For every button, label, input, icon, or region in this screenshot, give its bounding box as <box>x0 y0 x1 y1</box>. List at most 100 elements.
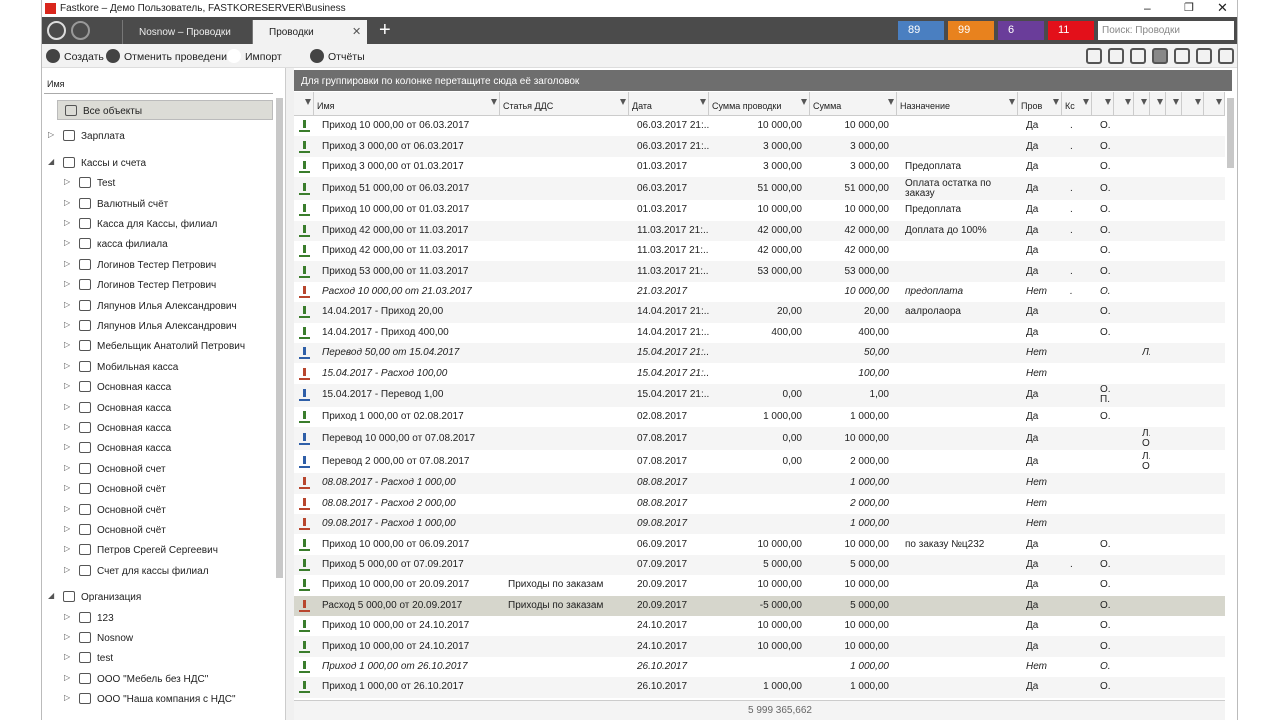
filter-icon[interactable] <box>1125 99 1131 105</box>
filter-icon[interactable] <box>1009 99 1015 105</box>
column-header[interactable] <box>810 92 897 116</box>
column-header[interactable] <box>314 92 500 116</box>
tree-item[interactable]: ▷ Мобильная касса <box>42 357 282 377</box>
grid-row[interactable]: Приход 5 000,00 от 07.09.2017 07.09.2017 5… <box>294 554 1225 576</box>
tool-icon[interactable] <box>1086 48 1102 64</box>
tree-item[interactable]: ▷ Логинов Тестер Петрович <box>42 275 282 295</box>
filter-icon[interactable] <box>1083 99 1089 105</box>
filter-icon[interactable] <box>700 99 706 105</box>
filter-icon[interactable] <box>1105 99 1111 105</box>
filter-icon[interactable] <box>1157 99 1163 105</box>
tree-item[interactable]: ▷ Счет для кассы филиал <box>42 561 282 581</box>
column-header[interactable] <box>1114 92 1134 116</box>
tree-item[interactable]: ◢ Кассы и счета <box>42 153 282 173</box>
badge[interactable]: 89 <box>898 21 944 40</box>
column-header[interactable] <box>1166 92 1182 116</box>
tree-item[interactable]: ▷ Основная касса <box>42 398 282 418</box>
minimize[interactable]: – <box>1144 1 1151 15</box>
tool-icon[interactable] <box>1152 48 1168 64</box>
tree-item[interactable]: ▷ Касса для Кассы, филиал <box>42 214 282 234</box>
tree-item[interactable]: ▷ Петров Срегей Сергеевич <box>42 540 282 560</box>
tool-icon[interactable] <box>1174 48 1190 64</box>
grid-row[interactable]: 14.04.2017 - Приход 400,00 14.04.2017 21:… <box>294 322 1225 343</box>
tree-item[interactable]: ▷ Test <box>42 173 282 193</box>
tree-item[interactable]: ▷ Основная касса <box>42 377 282 397</box>
grid-row[interactable]: Расход 5 000,00 от 20.09.2017 Приходы по … <box>294 595 1225 616</box>
grid-row[interactable]: Приход 42 000,00 от 11.03.2017 11.03.2017… <box>294 241 1225 262</box>
grid-row[interactable]: Расход 10 000,00 от 21.03.2017 21.03.2017… <box>294 281 1225 303</box>
tree-item[interactable]: ▷ ООО "Мебель без НДС" <box>42 669 282 689</box>
forward-button[interactable] <box>71 21 90 40</box>
grid-row[interactable]: Перевод 50,00 от 15.04.2017 15.04.2017 21… <box>294 343 1225 364</box>
tree-item[interactable]: Все объекты <box>57 100 273 120</box>
filter-icon[interactable] <box>888 99 894 105</box>
filter-icon[interactable] <box>1195 99 1201 105</box>
tree-item[interactable]: ▷ Ляпунов Илья Александрович <box>42 296 282 316</box>
tree-item[interactable]: ▷ Основной счёт <box>42 520 282 540</box>
grid-scrollbar[interactable] <box>1227 98 1234 168</box>
column-header[interactable] <box>629 92 709 116</box>
column-header[interactable] <box>1018 92 1062 116</box>
grid-row[interactable]: Приход 3 000,00 от 06.03.2017 06.03.2017 … <box>294 136 1225 157</box>
grid-row[interactable]: 14.04.2017 - Приход 20,00 14.04.2017 21:.… <box>294 302 1225 323</box>
tree-item[interactable]: ▷ 123 <box>42 608 282 628</box>
tree-item[interactable]: ▷ ООО "Наша компания с НДС" <box>42 689 282 709</box>
grid-row[interactable]: Приход 1 000,00 от 26.10.2017 26.10.2017 1… <box>294 656 1225 678</box>
search-box[interactable]: Поиск: Проводки <box>1098 21 1234 40</box>
badge[interactable]: 99 <box>948 21 994 40</box>
grid-row[interactable]: Приход 10 000,00 от 01.03.2017 01.03.2017… <box>294 200 1225 221</box>
tree-item[interactable]: ▷ Основной счет <box>42 459 282 479</box>
tab[interactable]: Проводки ✕ <box>252 20 367 44</box>
restore[interactable]: ❐ <box>1184 2 1194 14</box>
grid-row[interactable]: Перевод 2 000,00 от 07.08.2017 07.08.2017… <box>294 450 1225 474</box>
tree-item[interactable]: ▷ test <box>42 648 282 668</box>
grid-row[interactable]: 08.08.2017 - Расход 1 000,00 08.08.2017 1 … <box>294 473 1225 494</box>
grid-row[interactable]: 15.04.2017 - Расход 100,00 15.04.2017 21:… <box>294 363 1225 384</box>
grid-row[interactable]: Приход 51 000,00 от 06.03.2017 06.03.2017… <box>294 177 1225 201</box>
tree-item[interactable]: ▷ Основной счёт <box>42 500 282 520</box>
column-header[interactable] <box>709 92 810 116</box>
grid-row[interactable]: Приход 10 000,00 от 06.09.2017 06.09.2017… <box>294 534 1225 555</box>
filter-icon[interactable] <box>1173 99 1179 105</box>
tree-item[interactable]: ▷ Ляпунов Илья Александрович <box>42 316 282 336</box>
column-header[interactable] <box>1204 92 1225 116</box>
grid-row[interactable]: Приход 10 000,00 от 06.03.2017 06.03.2017… <box>294 116 1225 137</box>
grid-row[interactable]: Приход 1 000,00 от 26.10.2017 26.10.2017 1… <box>294 677 1225 698</box>
badge[interactable]: 6 <box>998 21 1044 40</box>
column-header[interactable] <box>897 92 1018 116</box>
grid-row[interactable]: Перевод 10 000,00 от 07.08.2017 07.08.201… <box>294 427 1225 451</box>
grid-row[interactable]: 15.04.2017 - Перевод 1,00 15.04.2017 21:.… <box>294 383 1225 407</box>
grid-row[interactable]: Приход 53 000,00 от 11.03.2017 11.03.2017… <box>294 261 1225 282</box>
tool-icon[interactable] <box>1196 48 1212 64</box>
sidebar-scrollbar[interactable] <box>276 98 283 578</box>
tree-item[interactable]: ▷ Основной счёт <box>42 479 282 499</box>
filter-box[interactable]: Имя <box>44 70 273 94</box>
grid-row[interactable]: 09.08.2017 - Расход 1 000,00 09.08.2017 1 … <box>294 514 1225 535</box>
tree-item[interactable]: ▷ Логинов Тестер Петрович <box>42 255 282 275</box>
filter-icon[interactable] <box>1141 99 1147 105</box>
tree-item[interactable]: ◢ Организация <box>42 587 282 607</box>
filter-icon[interactable] <box>491 99 497 105</box>
tree-item[interactable]: ▷ Nosnow <box>42 628 282 648</box>
filter-icon[interactable] <box>1216 99 1222 105</box>
grid-row[interactable]: Приход 1 000,00 от 02.08.2017 02.08.2017 1… <box>294 406 1225 428</box>
filter-icon[interactable] <box>620 99 626 105</box>
tab-close[interactable]: ✕ <box>352 26 362 38</box>
grid-row[interactable]: Приход 10 000,00 от 24.10.2017 24.10.2017… <box>294 616 1225 637</box>
grid-row[interactable]: Приход 42 000,00 от 11.03.2017 11.03.2017… <box>294 220 1225 241</box>
new-tab[interactable]: + <box>379 19 391 41</box>
grid-row[interactable]: Приход 10 000,00 от 20.09.2017 Приходы по… <box>294 575 1225 596</box>
tree-item[interactable]: ▷ Основная касса <box>42 438 282 458</box>
column-header[interactable] <box>1182 92 1204 116</box>
tool-icon[interactable] <box>1108 48 1124 64</box>
tree-item[interactable]: ▷ касса филиала <box>42 234 282 254</box>
column-header[interactable] <box>1134 92 1150 116</box>
tree-item[interactable]: ▷ Мебельщик Анатолий Петрович <box>42 336 282 356</box>
filter-icon[interactable] <box>801 99 807 105</box>
tool-icon[interactable] <box>1218 48 1234 64</box>
splitter[interactable] <box>286 68 294 720</box>
grid-row[interactable]: 08.08.2017 - Расход 2 000,00 08.08.2017 2 … <box>294 493 1225 514</box>
tree-item[interactable]: ▷ Зарплата <box>42 126 282 146</box>
filter-icon[interactable] <box>305 99 311 105</box>
tree-item[interactable]: ▷ Валютный счёт <box>42 194 282 214</box>
